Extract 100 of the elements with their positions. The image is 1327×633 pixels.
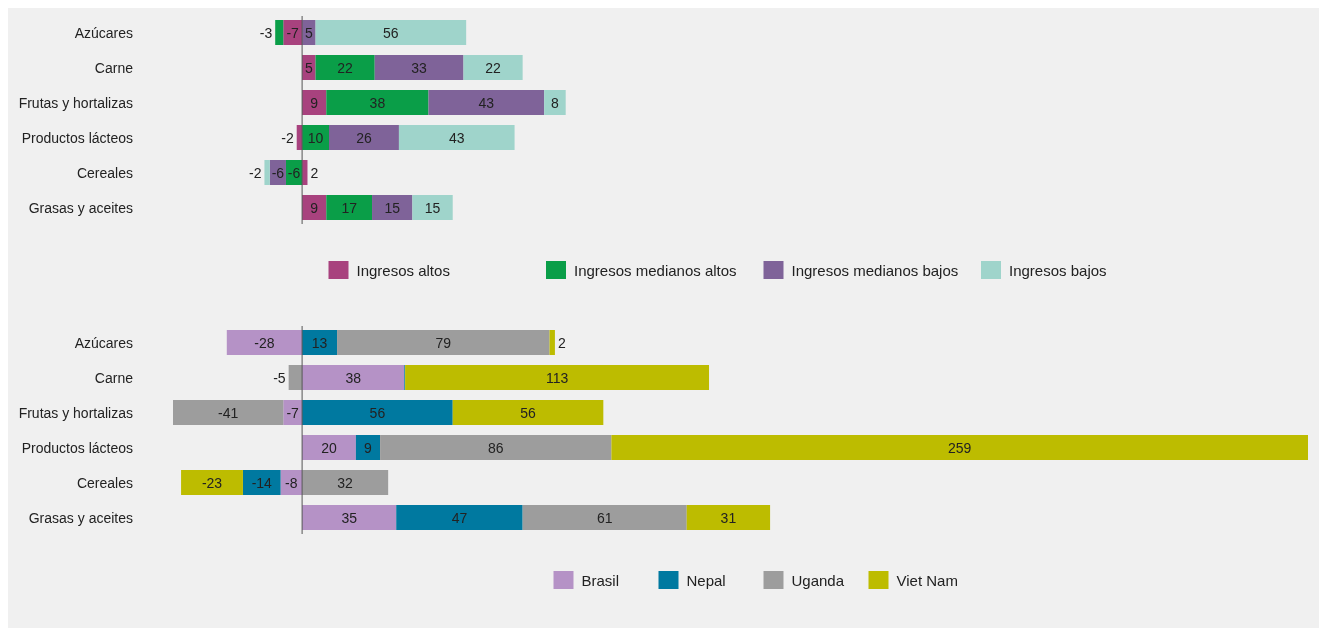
- bar: [315, 20, 467, 45]
- data-label: 33: [411, 59, 428, 76]
- bar: [264, 160, 270, 185]
- legend-label: Viet Nam: [896, 571, 958, 589]
- legend-label: Nepal: [686, 571, 726, 589]
- data-label: 10: [307, 129, 324, 146]
- y-tick-label: Grasas y aceites: [28, 509, 133, 526]
- bar: [380, 435, 612, 460]
- data-label: 86: [487, 439, 504, 456]
- data-label: 113: [545, 369, 569, 386]
- bar: [374, 55, 464, 80]
- bar: [396, 505, 523, 530]
- data-label: 13: [311, 334, 328, 351]
- bar: [173, 400, 284, 425]
- data-label: 26: [356, 129, 372, 146]
- data-label: -5: [273, 369, 286, 386]
- data-label: -3: [259, 24, 273, 41]
- bar: [275, 20, 284, 45]
- data-label: 35: [341, 509, 358, 526]
- data-label: 56: [520, 404, 537, 421]
- data-label: 2: [557, 334, 566, 351]
- data-label: 32: [337, 474, 354, 491]
- data-label: 22: [485, 59, 502, 76]
- data-label: -6: [271, 164, 285, 181]
- bar: [686, 505, 771, 530]
- y-tick-label: Grasas y aceites: [28, 199, 133, 216]
- bar: [302, 400, 453, 425]
- y-tick-label: Carne: [94, 369, 134, 386]
- data-label: 38: [369, 94, 386, 111]
- data-label: 43: [478, 94, 495, 111]
- bar: [315, 55, 375, 80]
- y-tick-label: Azúcares: [74, 24, 133, 41]
- legend-label: Brasil: [581, 571, 620, 589]
- bar: [463, 55, 523, 80]
- data-label: 5: [304, 24, 313, 41]
- legend-label: Ingresos medianos altos: [574, 261, 737, 279]
- y-tick-label: Productos lácteos: [21, 129, 133, 146]
- bar: [412, 195, 453, 220]
- bar: [326, 195, 373, 220]
- y-tick-label: Azúcares: [74, 334, 133, 351]
- bar: [405, 365, 710, 390]
- data-label: 259: [948, 439, 972, 456]
- data-label: -2: [248, 164, 262, 181]
- data-label: -2: [281, 129, 294, 146]
- data-label: 79: [435, 334, 452, 351]
- bar: [611, 435, 1308, 460]
- y-tick-label: Cereales: [76, 474, 133, 491]
- y-tick-label: Productos lácteos: [21, 439, 133, 456]
- bar: [329, 125, 399, 150]
- y-tick-label: Frutas y hortalizas: [18, 94, 133, 111]
- bar: [326, 90, 429, 115]
- legend-label: Ingresos medianos bajos: [791, 261, 959, 279]
- data-label: 5: [304, 59, 313, 76]
- data-label: 38: [345, 369, 362, 386]
- bar: [544, 90, 566, 115]
- data-label: 9: [364, 439, 373, 456]
- data-label: -14: [251, 474, 273, 491]
- data-label: 20: [321, 439, 337, 456]
- data-label: 15: [384, 199, 401, 216]
- data-label: 22: [337, 59, 354, 76]
- bar: [302, 470, 389, 495]
- bar: [522, 505, 687, 530]
- bar: [337, 330, 550, 355]
- data-label: 8: [551, 94, 560, 111]
- bar: [181, 470, 243, 495]
- data-label: 56: [383, 24, 399, 41]
- bar: [355, 435, 381, 460]
- data-label: 2: [310, 164, 319, 181]
- legend-label: Ingresos altos: [356, 261, 450, 279]
- y-tick-label: Cereales: [76, 164, 133, 181]
- y-tick-label: Carne: [94, 59, 134, 76]
- bar: [242, 470, 281, 495]
- data-label: -28: [254, 334, 275, 351]
- data-label: 43: [448, 129, 465, 146]
- data-label: -23: [201, 474, 223, 491]
- data-label: 61: [596, 509, 613, 526]
- bar: [302, 365, 405, 390]
- bar: [302, 505, 397, 530]
- legend-label: Uganda: [791, 571, 845, 589]
- bar: [549, 330, 555, 355]
- data-label: 47: [451, 509, 468, 526]
- bar: [398, 125, 515, 150]
- data-label: 17: [341, 199, 358, 216]
- data-label: -7: [286, 24, 300, 41]
- data-label: 9: [310, 94, 319, 111]
- data-label: -8: [285, 474, 298, 491]
- data-label: 56: [369, 404, 386, 421]
- bar: [372, 195, 413, 220]
- y-tick-label: Frutas y hortalizas: [18, 404, 133, 421]
- data-label: 9: [310, 199, 319, 216]
- data-label: 31: [720, 509, 737, 526]
- data-label: -41: [218, 404, 239, 421]
- data-label: 15: [424, 199, 441, 216]
- bar: [452, 400, 604, 425]
- bar: [428, 90, 545, 115]
- bar: [226, 330, 303, 355]
- bar: [302, 435, 356, 460]
- data-label: -6: [287, 164, 301, 181]
- data-label: -7: [286, 404, 300, 421]
- legend-label: Ingresos bajos: [1009, 261, 1107, 279]
